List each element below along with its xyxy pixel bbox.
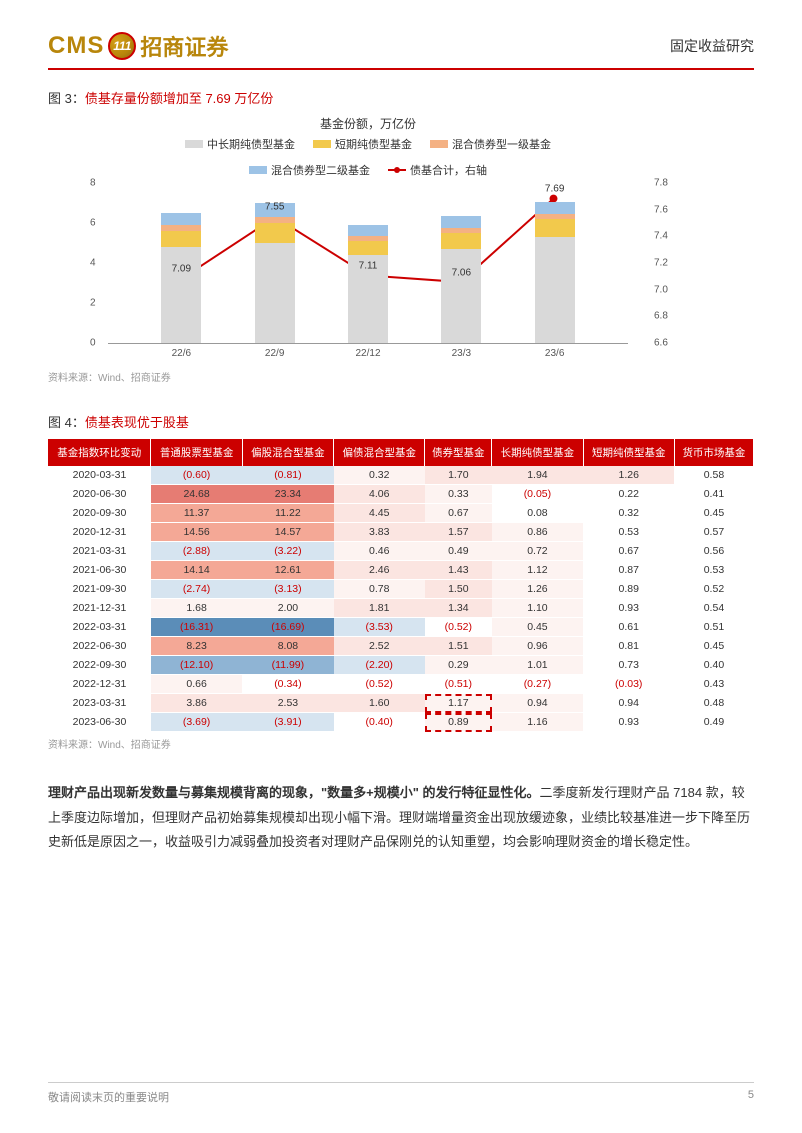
body-paragraph: 理财产品出现新发数量与募集规模背离的现象，"数量多+规模小" 的发行特征显性化。… [48, 781, 754, 855]
table-row: 2020-03-31(0.60)(0.81)0.321.701.941.260.… [48, 466, 754, 485]
logo-cn: 招商证券 [140, 30, 228, 62]
table-row: 2023-06-30(3.69)(3.91)(0.40)0.891.160.93… [48, 713, 754, 732]
legend-item: 混合债券型二级基金 [249, 162, 370, 178]
table-row: 2022-12-310.66(0.34)(0.52)(0.51)(0.27)(0… [48, 675, 754, 694]
table-row: 2021-12-311.682.001.811.341.100.930.54 [48, 599, 754, 618]
table-header: 货币市场基金 [674, 439, 753, 466]
logo-cms: CMS [48, 32, 104, 60]
legend-item: 混合债券型一级基金 [430, 136, 551, 152]
chart-subtitle: 基金份额，万亿份 [88, 115, 648, 132]
table-row: 2020-12-3114.5614.573.831.570.860.530.57 [48, 523, 754, 542]
bar-group [255, 203, 295, 343]
table-row: 2021-06-3014.1412.612.461.431.120.870.53 [48, 561, 754, 580]
header-category: 固定收益研究 [670, 36, 754, 56]
bar-group [535, 202, 575, 343]
footer-note: 敬请阅读末页的重要说明 [48, 1089, 169, 1105]
legend-item: 债基合计，右轴 [388, 162, 487, 178]
table-row: 2023-03-313.862.531.601.170.940.940.48 [48, 694, 754, 713]
legend-item: 短期纯债型基金 [313, 136, 412, 152]
page-header: CMS 111 招商证券 固定收益研究 [48, 30, 754, 70]
table-row: 2022-09-30(12.10)(11.99)(2.20)0.291.010.… [48, 656, 754, 675]
table-header: 偏股混合型基金 [242, 439, 333, 466]
table-row: 2021-03-31(2.88)(3.22)0.460.490.720.670.… [48, 542, 754, 561]
table-header: 普通股票型基金 [151, 439, 242, 466]
table-header: 债券型基金 [425, 439, 492, 466]
table-header: 偏债混合型基金 [334, 439, 425, 466]
legend-item: 中长期纯债型基金 [185, 136, 295, 152]
table-header: 短期纯债型基金 [583, 439, 674, 466]
table-row: 2020-06-3024.6823.344.060.33(0.05)0.220.… [48, 485, 754, 504]
fig4-source: 资料来源：Wind、招商证券 [48, 736, 754, 751]
fig3-title: 图 3：债基存量份额增加至 7.69 万亿份 [48, 88, 754, 107]
fig4-table: 基金指数环比变动普通股票型基金偏股混合型基金偏债混合型基金债券型基金长期纯债型基… [48, 439, 754, 732]
fig3-chart: 基金份额，万亿份 中长期纯债型基金 短期纯债型基金 混合债券型一级基金混合债券型二级… [88, 115, 648, 345]
fig4-title: 图 4：债基表现优于股基 [48, 412, 754, 431]
bar-group [161, 213, 201, 343]
logo: CMS 111 招商证券 [48, 30, 228, 62]
fig3-plot: 02468 6.66.87.07.27.47.67.8 22/622/922/1… [108, 184, 628, 344]
table-header: 长期纯债型基金 [492, 439, 583, 466]
fig3-source: 资料来源：Wind、招商证券 [48, 369, 754, 384]
logo-badge-icon: 111 [108, 32, 136, 60]
table-row: 2022-06-308.238.082.521.510.960.810.45 [48, 637, 754, 656]
bar-group [441, 216, 481, 343]
table-row: 2021-09-30(2.74)(3.13)0.781.501.260.890.… [48, 580, 754, 599]
fig3-legend: 中长期纯债型基金 短期纯债型基金 混合债券型一级基金混合债券型二级基金 债基合计，右轴 [88, 136, 648, 178]
bar-group [348, 225, 388, 343]
table-row: 2022-03-31(16.31)(16.69)(3.53)(0.52)0.45… [48, 618, 754, 637]
table-row: 2020-09-3011.3711.224.450.670.080.320.45 [48, 504, 754, 523]
page-footer: 敬请阅读末页的重要说明 5 [48, 1082, 754, 1105]
page-number: 5 [748, 1089, 754, 1105]
table-header: 基金指数环比变动 [48, 439, 151, 466]
